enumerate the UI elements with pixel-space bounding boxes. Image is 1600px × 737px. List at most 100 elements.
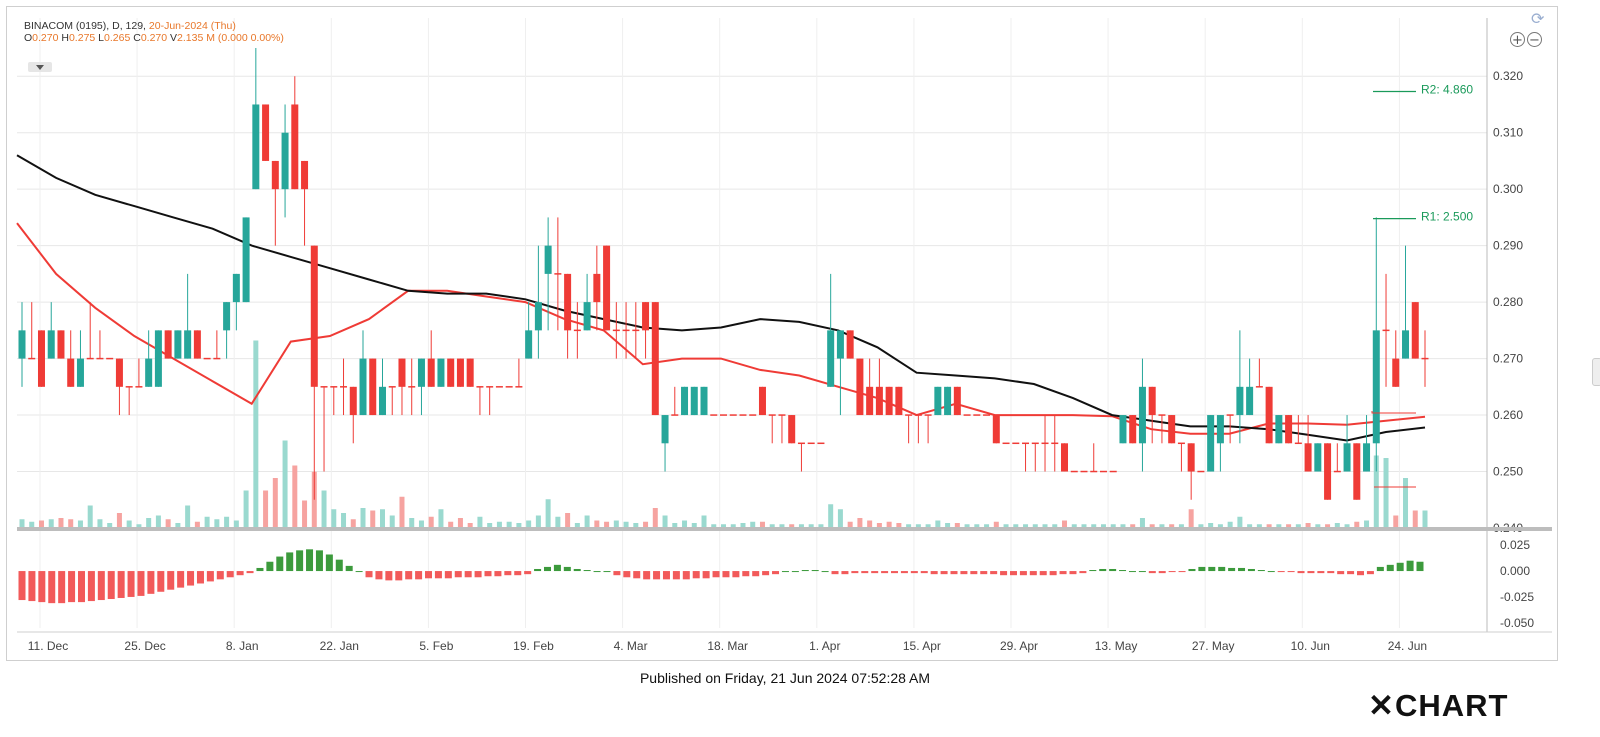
macd-bar [682, 571, 690, 580]
ohlc-o-key: O [24, 32, 33, 44]
macd-bar [365, 571, 373, 578]
volume-bar [1091, 524, 1097, 528]
volume-bar [1042, 524, 1048, 528]
macd-bar [325, 554, 333, 572]
macd-bar [920, 571, 928, 574]
volume-bar [691, 523, 697, 528]
candle-body [1392, 358, 1400, 387]
chevron-down-icon[interactable] [28, 62, 52, 72]
chart-title: BINACOM (0195), D, 129, 20-Jun-2024 (Thu… [24, 20, 236, 32]
candle-body [18, 330, 26, 359]
volume-bar [1315, 524, 1321, 528]
volume-bar [730, 524, 736, 528]
panel-toggle-handle[interactable] [1592, 358, 1600, 386]
volume-bar [97, 519, 103, 528]
macd-bar [77, 571, 85, 603]
volume-bar [613, 520, 619, 528]
macd-bar [1148, 571, 1156, 574]
volume-bar [1354, 521, 1360, 528]
macd-bar [653, 571, 661, 580]
candle-body [944, 386, 952, 416]
candle-body [271, 160, 279, 190]
macd-histogram [18, 549, 1424, 604]
candle-body [1363, 443, 1371, 472]
volume-bar [428, 516, 434, 528]
x-tick-label: 22. Jan [320, 639, 359, 653]
candle-body [1168, 415, 1176, 444]
macd-bar [534, 568, 542, 572]
candle-body [427, 358, 435, 387]
pivot-label: R1: 2.500 [1421, 210, 1473, 224]
macd-bar [256, 567, 264, 572]
ohlc-v-value: 2.135 M [177, 32, 215, 44]
volume-bar [896, 523, 902, 528]
macd-bar [1386, 564, 1394, 572]
volume-bar [993, 521, 999, 528]
volume-bar [1237, 516, 1243, 528]
x-tick-label: 5. Feb [419, 639, 453, 653]
volume-bar [467, 523, 473, 528]
macd-bar [127, 571, 135, 597]
macd-bar [315, 550, 323, 572]
volume-bar [1188, 509, 1194, 528]
refresh-icon[interactable]: ⟳ [1531, 9, 1545, 28]
macd-bar [1079, 571, 1087, 574]
volume-bar [789, 524, 795, 528]
ohlc-change: (0.000 0.00%) [217, 32, 284, 44]
candle-body [1061, 443, 1069, 472]
volume-bar [1023, 524, 1029, 528]
macd-bar [613, 571, 621, 576]
ohlc-h-key: H [61, 32, 69, 44]
candle-body [1129, 415, 1137, 444]
ohlc-readout: O0.270 H0.275 L0.265 C0.270 V2.135 M (0.… [24, 32, 284, 44]
macd-bar [1099, 568, 1107, 572]
macd-bar [296, 550, 304, 572]
volume-bar [964, 524, 970, 528]
macd-bar [246, 571, 254, 574]
volume-bar [321, 490, 327, 528]
ohlc-v-key: V [170, 32, 178, 44]
macd-bar [306, 549, 314, 572]
y-tick-label: 0.310 [1493, 126, 1523, 140]
volume-bar [915, 524, 921, 528]
zoom-in-icon[interactable]: + [1510, 32, 1525, 48]
volume-bar [409, 518, 415, 528]
y-tick-label: 0.260 [1493, 408, 1523, 422]
macd-bar [107, 571, 115, 600]
candle-body [1207, 415, 1215, 472]
candle-body [57, 330, 65, 359]
macd-bar [583, 570, 591, 572]
macd-bar [831, 571, 839, 575]
volume-bar [1217, 524, 1223, 528]
macd-bar [772, 571, 780, 575]
candle-body [564, 273, 572, 331]
macd-bar [543, 566, 551, 572]
macd-bar [752, 571, 760, 577]
volume-bar [526, 520, 532, 528]
macd-bar [1267, 571, 1275, 573]
macd-bar [1089, 570, 1097, 572]
macd-bar [1039, 571, 1047, 576]
volume-bar [360, 508, 366, 528]
macd-bar [177, 571, 185, 588]
candle-body [846, 330, 854, 359]
candle-body [223, 302, 231, 331]
ohlc-h-value: 0.275 [68, 32, 96, 44]
volume-bar [292, 465, 298, 528]
volume-bar [29, 521, 35, 528]
volume-bar [389, 515, 395, 528]
candle-body [875, 386, 883, 416]
moving-averages [16, 154, 1426, 442]
candle-body [700, 386, 708, 416]
volume-bar [1295, 524, 1301, 528]
volume-bar [68, 519, 74, 528]
y-tick-label: 0.290 [1493, 239, 1523, 253]
macd-bar [1109, 568, 1117, 572]
volume-bar [818, 524, 824, 528]
zoom-out-icon[interactable]: − [1527, 32, 1542, 48]
candle-body [242, 217, 250, 303]
volume-bar [672, 523, 678, 528]
macd-bar [286, 552, 294, 572]
volume-bar [146, 518, 152, 528]
volume-bar [516, 523, 522, 528]
